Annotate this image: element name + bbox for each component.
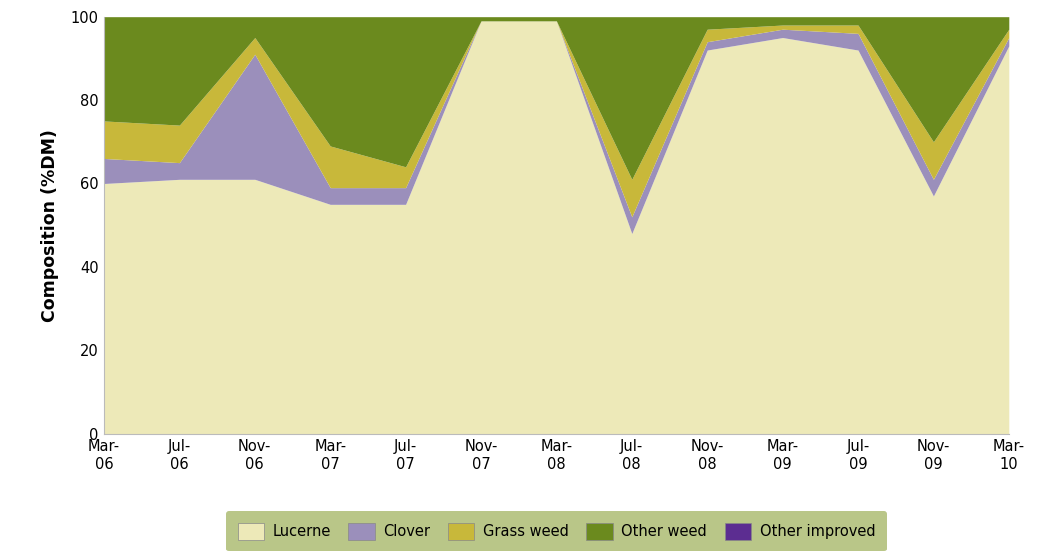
Y-axis label: Composition (%DM): Composition (%DM) [42, 129, 59, 321]
Legend: Lucerne, Clover, Grass weed, Other weed, Other improved: Lucerne, Clover, Grass weed, Other weed,… [226, 512, 887, 552]
